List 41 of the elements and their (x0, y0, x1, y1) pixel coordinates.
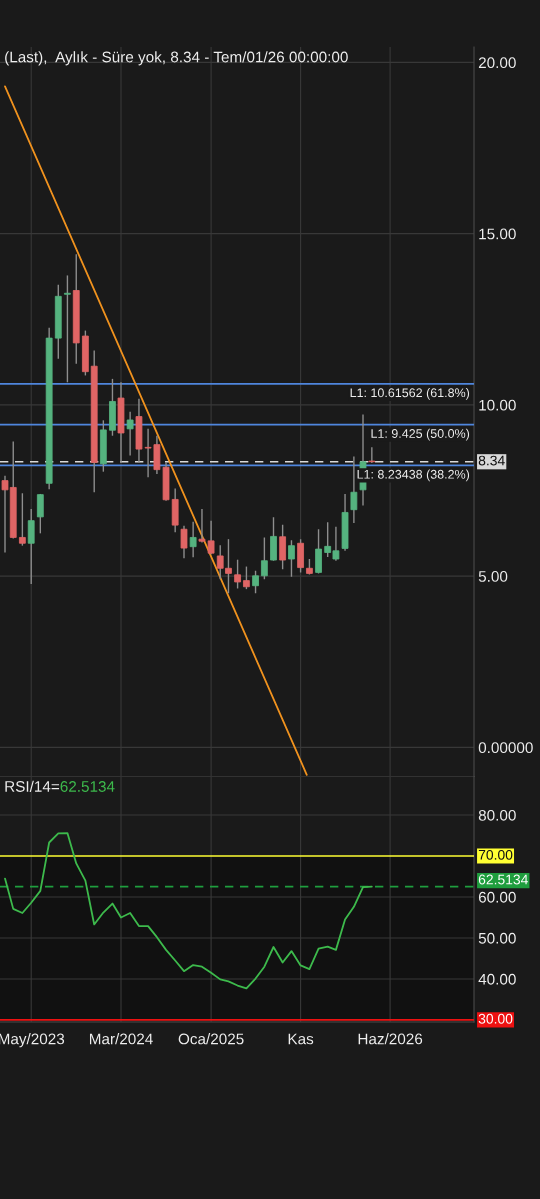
x-tick-label: Oca/2025 (178, 1033, 244, 1045)
candlestick (126, 411, 134, 457)
y-tick-label: 60.00 (478, 891, 516, 903)
chart-title: RSI/14= (5, 780, 60, 792)
candlestick (252, 569, 259, 594)
annotation: L1: 10.61562 (61.8%) (350, 387, 470, 400)
x-tick-label: Kas (288, 1033, 314, 1045)
candlestick (64, 274, 71, 383)
chart-subtitle: 62.5134 (60, 781, 115, 792)
y-tick-label: 5.00 (478, 571, 508, 582)
x-tick-label: Mar/2024 (89, 1033, 153, 1045)
y-tick-label: 15.00 (479, 228, 516, 240)
ref-line-label: 62.5134 (478, 874, 528, 885)
y-tick-label: 40.00 (478, 973, 516, 985)
candlestick (18, 492, 26, 547)
y-tick-label: 0.00000 (478, 742, 533, 754)
y-tick-label: 20.00 (478, 57, 516, 69)
x-tick-label: Haz/2026 (358, 1033, 423, 1045)
candlestick (234, 559, 241, 590)
chart-title: (Last), Aylık - Süre yok, 8.34 - Tem/01/26 00:00:00 (5, 51, 348, 66)
candlestick (270, 516, 277, 562)
y-tick-label: 50.00 (478, 932, 516, 944)
candlestick (288, 539, 295, 578)
candlestick (36, 493, 44, 535)
candlestick (368, 446, 376, 464)
candlestick (27, 508, 35, 585)
ref-line-label: 8.34 (478, 455, 505, 466)
y-tick-label: 10.00 (479, 399, 516, 411)
candlestick (243, 565, 250, 590)
candlestick (315, 528, 322, 575)
ref-line-label: 30.00 (478, 1013, 513, 1024)
y-tick-label: 80.00 (478, 809, 516, 821)
annotation: L1: 8.23438 (38.2%) (357, 469, 470, 482)
ref-line-label: 70.00 (478, 849, 513, 860)
annotation: L1: 9.425 (50.0%) (371, 428, 470, 441)
candlestick (180, 525, 188, 560)
candlestick (279, 524, 287, 570)
candlestick (350, 455, 358, 524)
candlestick (189, 520, 197, 559)
candlestick (260, 536, 268, 580)
line-series (4, 832, 373, 990)
